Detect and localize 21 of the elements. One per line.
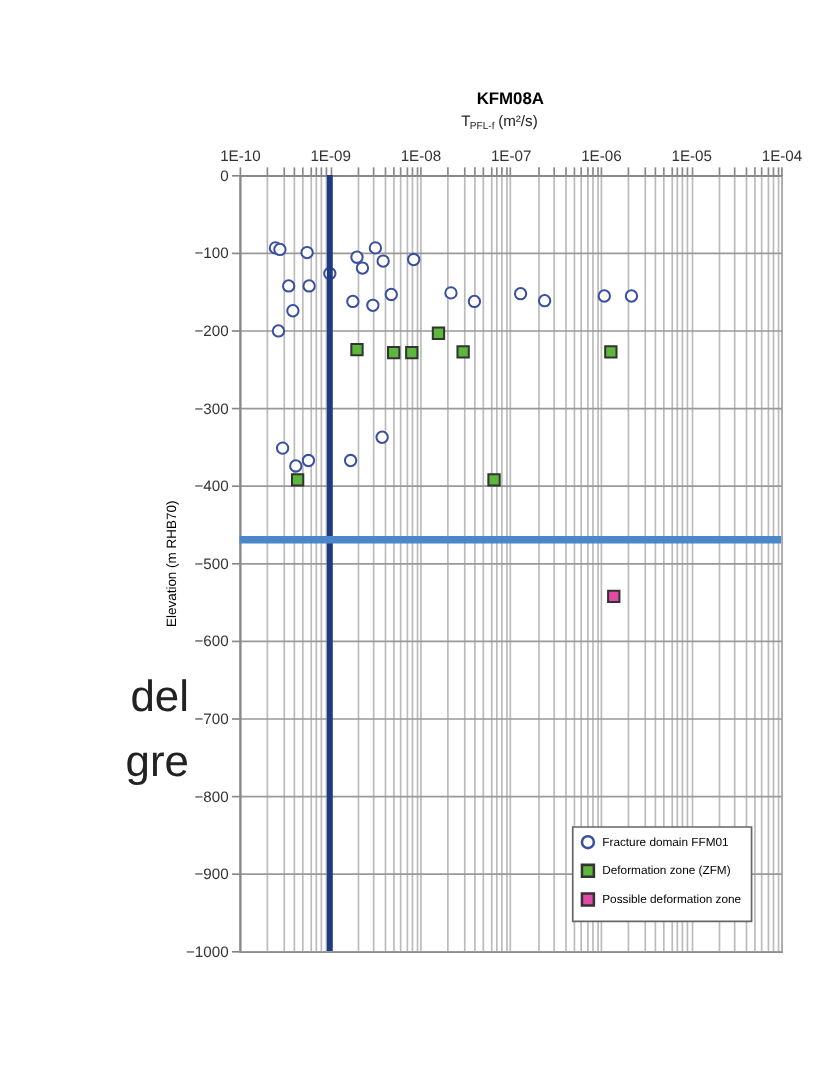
y-tick-label: −600	[194, 632, 229, 651]
x-tick-label: 1E-09	[310, 146, 351, 165]
y-tick-label: −400	[194, 477, 229, 496]
text: del	[130, 671, 189, 722]
y-tick-label: −700	[194, 710, 229, 729]
x-tick-label: 1E-04	[761, 146, 803, 165]
y-tick-label: −500	[194, 554, 229, 573]
chart-title: KFM08A	[476, 88, 545, 109]
y-tick-label: −100	[194, 244, 229, 263]
x-tick-label: 1E-05	[671, 146, 712, 165]
y-tick-label: −1000	[185, 942, 229, 961]
y-tick-label: −300	[194, 399, 229, 418]
y-tick-label: −200	[194, 322, 229, 341]
text: gre	[125, 735, 189, 786]
x-tick-label: 1E-07	[490, 146, 532, 165]
y-tick-label: 0	[220, 166, 229, 185]
x-tick-label: 1E-06	[581, 146, 622, 165]
y-tick-label: −800	[194, 787, 229, 806]
x-tick-label: 1E-08	[400, 146, 442, 165]
x-tick-label: 1E-10	[220, 146, 261, 165]
y-tick-label: −900	[194, 865, 229, 884]
